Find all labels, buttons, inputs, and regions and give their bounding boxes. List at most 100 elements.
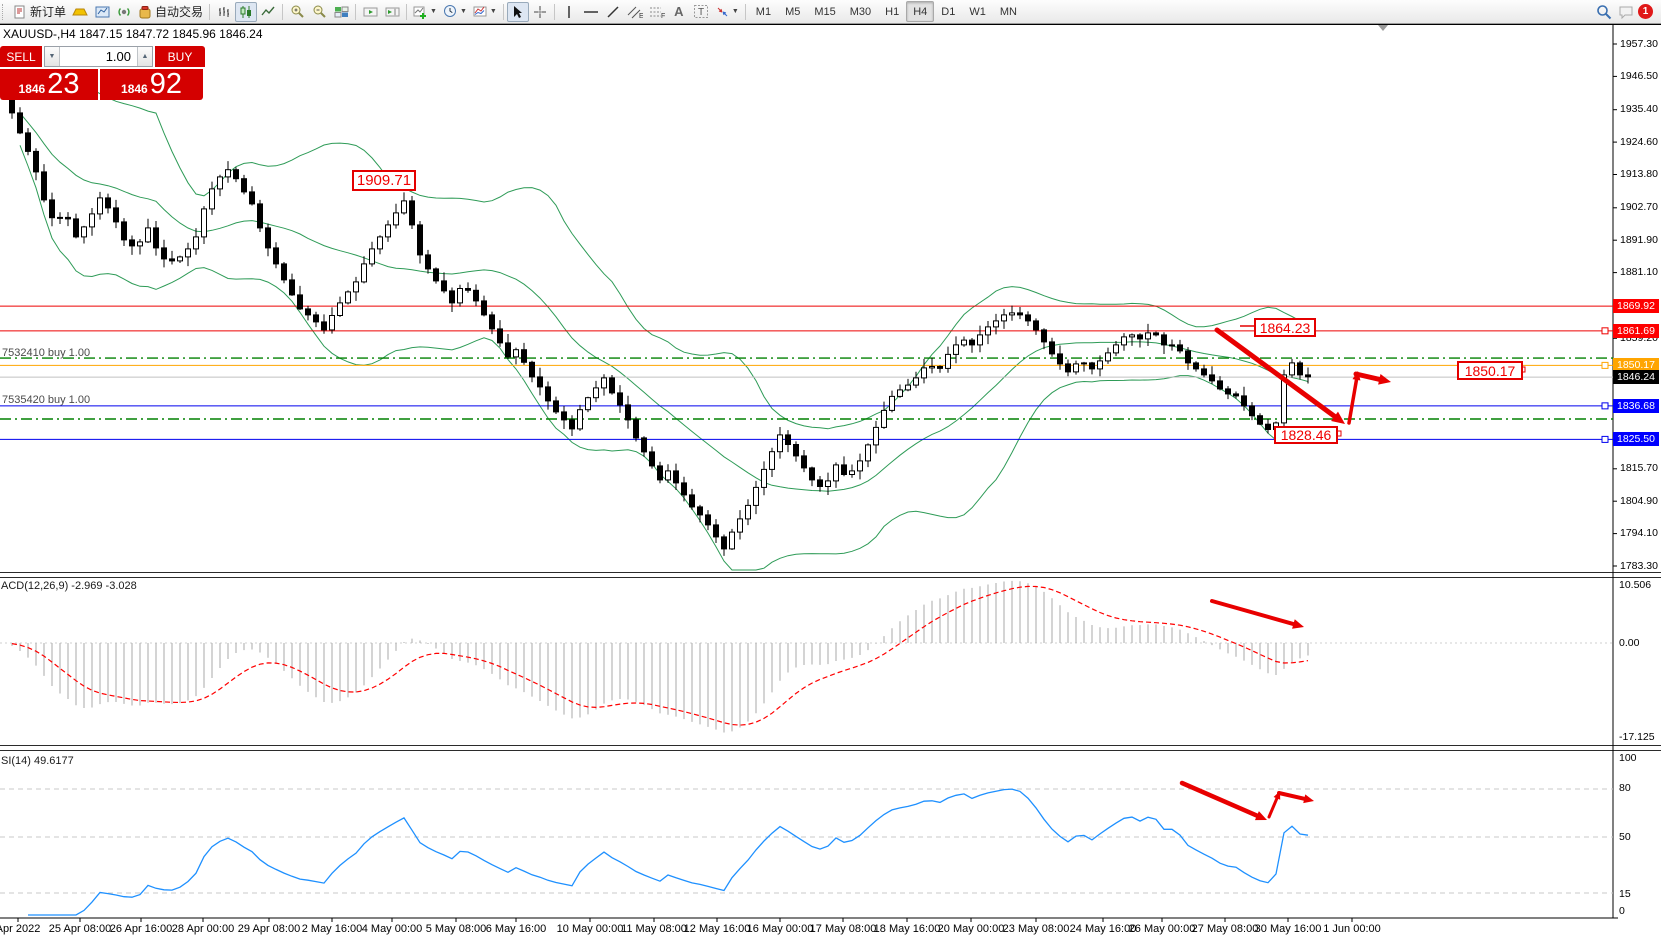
pane-separator[interactable] xyxy=(0,750,1661,751)
trend-arrow[interactable] xyxy=(1179,780,1263,820)
candle-body xyxy=(1297,362,1303,376)
timeframe-button-W1[interactable]: W1 xyxy=(969,5,986,18)
candle-body xyxy=(529,361,535,378)
svg-text:T: T xyxy=(698,7,704,18)
pane-separator[interactable] xyxy=(0,577,1661,578)
text-tool-button[interactable]: A xyxy=(668,2,690,22)
candle-body xyxy=(1033,320,1039,331)
candle-body xyxy=(857,460,863,472)
zoom-in-button[interactable] xyxy=(286,2,308,22)
trend-arrow[interactable] xyxy=(1210,599,1299,627)
candlestick-chart-button[interactable] xyxy=(235,1,258,22)
candle-body xyxy=(881,409,887,428)
tile-windows-button[interactable] xyxy=(330,2,352,22)
line-chart-button[interactable] xyxy=(257,2,279,22)
pane-separator[interactable] xyxy=(0,572,1661,573)
chat-bubble-icon[interactable] xyxy=(1618,5,1634,19)
channel-tool-button[interactable]: E xyxy=(624,2,646,22)
horizontal-line-tool-button[interactable] xyxy=(580,2,602,22)
notification-badge[interactable]: 1 xyxy=(1638,4,1653,19)
template-icon xyxy=(473,5,488,19)
price-annotation-1828.46[interactable]: 1828.46 xyxy=(1274,426,1338,444)
arrows-tool-button[interactable]: ▼ xyxy=(712,2,742,22)
price-annotation-1864.23[interactable]: 1864.23 xyxy=(1254,318,1316,337)
auto-trading-button[interactable]: 自动交易 xyxy=(135,2,206,22)
line-handle[interactable] xyxy=(1601,361,1609,369)
new-order-button[interactable]: 新订单 xyxy=(10,2,69,22)
toolbar-grip[interactable] xyxy=(2,3,7,20)
candle-body xyxy=(561,411,567,421)
bollinger-lower-band[interactable] xyxy=(19,145,1309,571)
periods-button[interactable]: ▼ xyxy=(440,2,470,22)
trend-arrow[interactable] xyxy=(1214,327,1341,422)
auto-scroll-button[interactable] xyxy=(359,2,381,22)
timeframe-button-M1[interactable]: M1 xyxy=(755,5,772,18)
trend-arrow[interactable] xyxy=(1347,375,1359,425)
trend-arrow[interactable] xyxy=(1353,371,1386,383)
chart-shift-button[interactable] xyxy=(381,2,403,22)
trend-arrow[interactable] xyxy=(1277,791,1310,802)
timeframe-button-H1[interactable]: H1 xyxy=(885,5,900,18)
chevron-down-icon: ▼ xyxy=(489,8,497,15)
trendline-tool-button[interactable] xyxy=(602,2,624,22)
chart-window-icon xyxy=(95,5,110,19)
candle-body xyxy=(241,178,247,193)
volume-input[interactable] xyxy=(60,47,137,66)
line-handle[interactable] xyxy=(1601,435,1609,443)
chart-shift-marker[interactable] xyxy=(1378,25,1388,31)
crosshair-tool-button[interactable] xyxy=(529,2,551,22)
trend-arrow-head xyxy=(1378,374,1391,385)
timeframe-toolbar: M1 M5 M15 M30 H1 H4 D1 W1 MN xyxy=(749,1,1024,22)
candle-body xyxy=(217,176,223,190)
signals-button[interactable] xyxy=(113,2,135,22)
search-icon[interactable] xyxy=(1596,4,1612,20)
bar-chart-button[interactable] xyxy=(213,2,235,22)
price-annotation-1850.17[interactable]: 1850.17 xyxy=(1457,361,1523,380)
time-axis-label: 12 May 16:00 xyxy=(683,923,751,935)
candle-body xyxy=(849,470,855,475)
volume-increase-button[interactable]: ▲ xyxy=(137,47,152,66)
price-annotation-1909.71[interactable]: 1909.71 xyxy=(352,170,416,191)
candle-body xyxy=(377,236,383,250)
vertical-line-tool-button[interactable] xyxy=(558,2,580,22)
line-handle[interactable] xyxy=(1601,402,1609,410)
candle-body xyxy=(585,397,591,411)
timeframe-button-MN[interactable]: MN xyxy=(999,5,1017,18)
sell-button[interactable]: SELL xyxy=(0,46,42,67)
chart-window-button[interactable] xyxy=(91,2,113,22)
timeframe-button-M5[interactable]: M5 xyxy=(785,5,801,18)
templates-button[interactable]: ▼ xyxy=(470,2,500,22)
indicators-button[interactable]: ▼ xyxy=(410,2,440,22)
zoom-out-button[interactable] xyxy=(308,2,330,22)
timeframe-button-M30[interactable]: M30 xyxy=(849,5,872,18)
sell-price-display[interactable]: 1846 23 xyxy=(0,69,98,100)
candle-body xyxy=(1153,332,1159,336)
timeframe-button-H4[interactable]: H4 xyxy=(906,1,935,22)
timeframe-button-M15[interactable]: M15 xyxy=(814,5,836,18)
bollinger-middle-band[interactable] xyxy=(19,112,1309,492)
timeframe-button-D1[interactable]: D1 xyxy=(941,5,956,18)
pane-separator[interactable] xyxy=(0,745,1661,746)
gold-ingot-icon xyxy=(72,5,88,19)
candle-body xyxy=(305,308,311,316)
gold-symbol-button[interactable] xyxy=(69,2,91,22)
macd-axis-label: 10.506 xyxy=(1619,578,1652,591)
bollinger-upper-band[interactable] xyxy=(19,69,1309,430)
volume-decrease-button[interactable]: ▼ xyxy=(45,47,60,66)
candle-body xyxy=(1113,344,1119,354)
candle-body xyxy=(1305,374,1311,378)
macd-indicator-label: ACD(12,26,9) -2.969 -3.028 xyxy=(1,580,137,592)
buy-price-display[interactable]: 1846 92 xyxy=(100,69,203,100)
new-order-icon xyxy=(13,5,27,19)
text-label-tool-button[interactable]: T xyxy=(690,2,712,22)
candle-body xyxy=(193,236,199,250)
fibonacci-tool-button[interactable]: F xyxy=(646,2,668,22)
buy-button[interactable]: BUY xyxy=(155,46,205,67)
price-tick-label: 1804.90 xyxy=(1620,494,1658,507)
line-handle[interactable] xyxy=(1601,327,1609,335)
candle-body xyxy=(1129,334,1135,338)
candle-body xyxy=(905,384,911,391)
trend-arrow[interactable] xyxy=(1267,794,1280,819)
cursor-tool-button[interactable] xyxy=(506,1,529,22)
